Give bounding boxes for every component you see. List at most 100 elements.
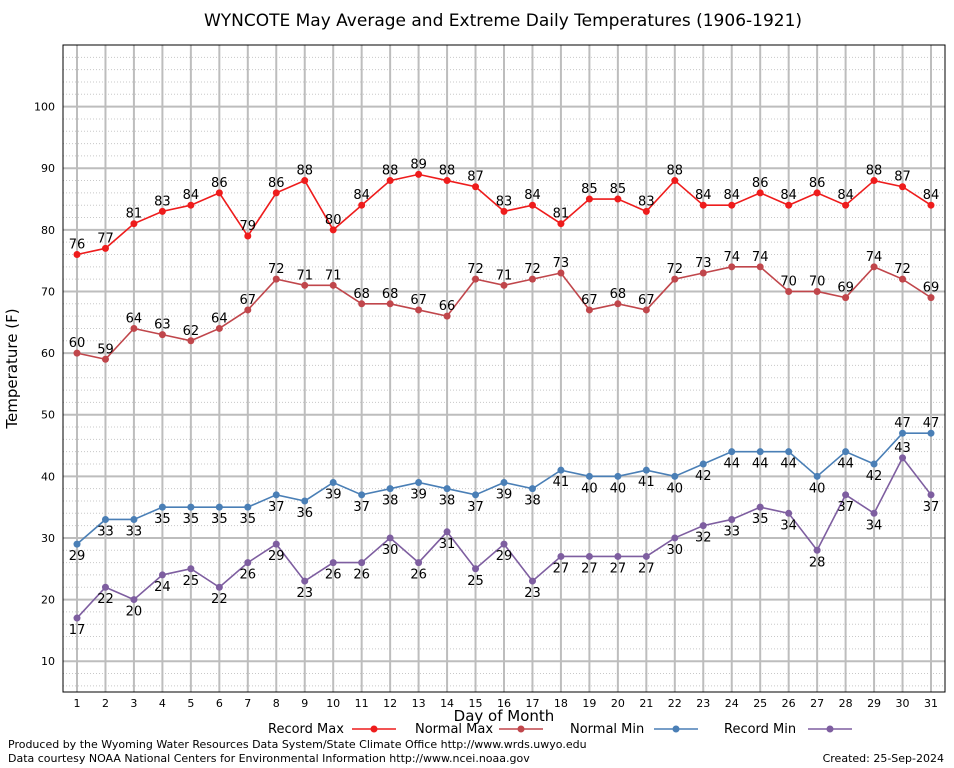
normal-max-point [244,306,252,314]
record-max-point [785,201,793,209]
x-tick-label: 19 [582,697,596,710]
record-max-point [870,177,878,185]
record-max-data-label: 84 [923,188,940,203]
plot-frame [62,44,946,693]
y-tick-label: 60 [41,347,55,360]
legend-item-record-max: Record Max [268,722,396,737]
record-min-point [927,491,935,499]
record-max-point [130,220,138,228]
record-max-point [500,207,508,215]
x-tick-label: 16 [497,697,511,710]
record-min-data-label: 34 [780,518,797,533]
normal-min-data-label: 33 [126,524,143,539]
normal-max-point [500,281,508,289]
record-max-point [728,201,736,209]
record-min-data-label: 34 [866,518,883,533]
normal-max-data-label: 68 [353,287,370,302]
footer-produced-by: Produced by the Wyoming Water Resources … [8,738,587,751]
normal-min-data-label: 44 [723,457,740,472]
y-tick-label: 30 [41,532,55,545]
record-max-point [528,201,536,209]
normal-max-point [899,275,907,283]
normal-min-point [272,491,280,499]
record-min-data-label: 43 [894,441,911,456]
normal-max-point [528,275,536,283]
normal-min-data-label: 39 [325,487,342,502]
normal-max-data-label: 73 [553,256,570,271]
normal-max-data-label: 67 [240,293,257,308]
normal-max-data-label: 66 [439,299,456,314]
normal-max-data-label: 67 [638,293,655,308]
record-max-point [301,177,309,185]
record-max-point [244,232,252,240]
record-min-point [472,565,480,573]
normal-max-data-label: 68 [382,287,399,302]
record-max-point [358,201,366,209]
normal-max-point [699,269,707,277]
normal-min-point [358,491,366,499]
record-min-point [329,559,337,567]
normal-min-data-label: 40 [667,481,684,496]
normal-max-point [215,324,223,332]
record-min-data-label: 29 [496,549,513,564]
record-max-point [756,189,764,197]
record-max-point [187,201,195,209]
normal-min-data-label: 40 [581,481,598,496]
record-max-point [443,177,451,185]
normal-min-point [614,472,622,480]
record-max-data-label: 77 [97,231,114,246]
record-min-point [215,583,223,591]
record-min-data-label: 23 [524,586,541,601]
normal-max-point [358,300,366,308]
record-max-point [927,201,935,209]
normal-max-point [187,337,195,345]
y-axis-ticks: 10 20 30 40 50 60 70 80 90 100 [34,101,55,669]
normal-max-point [585,306,593,314]
normal-min-point [870,460,878,468]
normal-max-point [614,300,622,308]
record-min-point [899,454,907,462]
normal-max-point [671,275,679,283]
record-max-data-label: 84 [183,188,200,203]
normal-min-point [215,503,223,511]
x-tick-label: 24 [725,697,739,710]
x-tick-label: 23 [696,697,710,710]
normal-max-point [130,324,138,332]
legend-marker [672,725,680,733]
x-tick-label: 3 [130,697,137,710]
normal-min-data-label: 38 [382,494,399,509]
normal-max-data-label: 68 [610,287,627,302]
record-max-point [272,189,280,197]
normal-max-data-label: 71 [496,268,513,283]
record-max-data-label: 84 [723,188,740,203]
normal-min-point [187,503,195,511]
record-min-point [585,552,593,560]
normal-max-point [158,331,166,339]
normal-max-data-label: 64 [211,311,228,326]
record-max-point [73,251,81,259]
record-min-data-label: 31 [439,537,456,552]
y-tick-label: 20 [41,594,55,607]
normal-max-data-label: 67 [581,293,598,308]
record-max-data-label: 85 [581,182,598,197]
normal-min-point [158,503,166,511]
normal-min-data-label: 47 [923,416,940,431]
legend-marker [826,725,834,733]
x-tick-label: 17 [525,697,539,710]
normal-min-point [842,448,850,456]
normal-min-data-label: 42 [695,469,712,484]
normal-min-data-label: 35 [183,512,200,527]
x-tick-label: 31 [924,697,938,710]
x-tick-label: 9 [301,697,308,710]
normal-min-data-label: 44 [780,457,797,472]
normal-min-point [472,491,480,499]
normal-max-point [557,269,565,277]
footer-created-date: Created: 25-Sep-2024 [822,752,944,765]
record-min-point [756,503,764,511]
x-tick-label: 22 [668,697,682,710]
normal-min-point [671,472,679,480]
record-min-data-label: 30 [667,543,684,558]
normal-min-data-label: 37 [353,500,370,515]
normal-max-point [842,294,850,302]
record-min-data-label: 37 [923,500,940,515]
